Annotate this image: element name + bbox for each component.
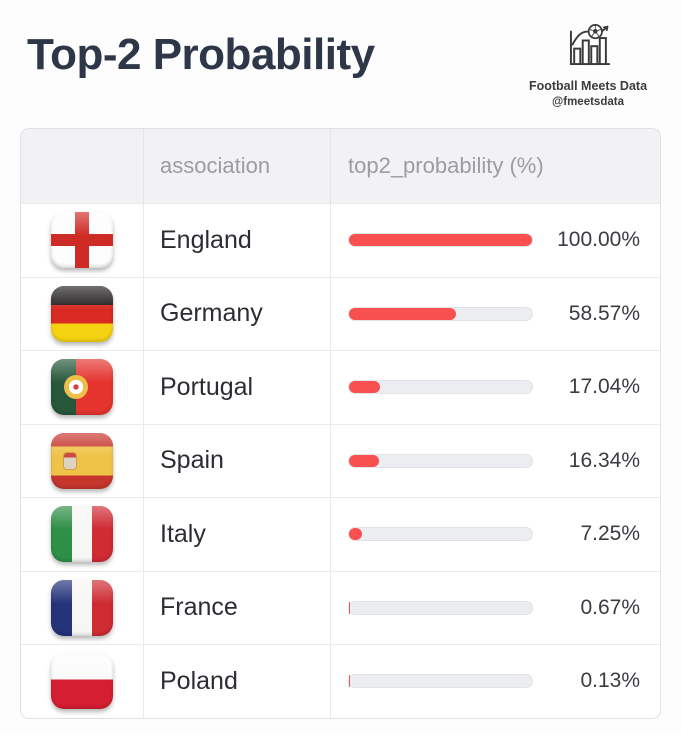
association-column-header: association xyxy=(160,153,271,178)
italy-flag-icon xyxy=(51,506,113,563)
brand-handle: @fmeetsdata xyxy=(552,95,624,108)
association-label: Italy xyxy=(160,519,206,548)
probability-bar-track xyxy=(348,600,533,615)
england-flag-icon xyxy=(51,212,113,269)
page-title: Top-2 Probability xyxy=(27,30,375,79)
france-flag-icon xyxy=(51,579,113,636)
portugal-flag-icon xyxy=(51,359,113,416)
association-label: Poland xyxy=(160,666,238,695)
table-row: Italy 7.25% xyxy=(21,497,660,571)
probability-value: 58.57% xyxy=(568,301,640,325)
spain-flag-icon xyxy=(51,432,113,489)
probability-bar-track xyxy=(348,453,533,468)
association-label: Spain xyxy=(160,446,224,475)
probability-bar-track xyxy=(348,674,533,689)
association-label: Portugal xyxy=(160,372,254,401)
probability-bar-track xyxy=(348,380,533,395)
probability-column-header: top2_probability (%) xyxy=(348,153,544,178)
brand-block: Football Meets Data @fmeetsdata xyxy=(513,22,663,110)
probability-bar-fill xyxy=(349,601,351,614)
association-label: England xyxy=(160,225,252,254)
probability-table: association top2_probability (%) England… xyxy=(20,128,661,719)
probability-bar-track xyxy=(348,233,533,248)
probability-value: 0.13% xyxy=(580,669,640,693)
probability-bar-track xyxy=(348,527,533,542)
probability-bar-fill xyxy=(349,234,532,247)
football-meets-data-logo-icon xyxy=(569,24,611,66)
germany-flag-icon xyxy=(51,285,113,342)
probability-bar-fill xyxy=(349,381,381,394)
probability-bar-track xyxy=(348,306,533,321)
probability-value: 0.67% xyxy=(580,595,640,619)
flag-column-header xyxy=(21,129,144,203)
table-row: Portugal 17.04% xyxy=(21,350,660,424)
poland-flag-icon xyxy=(51,653,113,710)
table-header-row: association top2_probability (%) xyxy=(21,129,660,203)
table-row: France 0.67% xyxy=(21,570,660,644)
probability-bar-fill xyxy=(349,528,363,541)
probability-value: 17.04% xyxy=(568,375,640,399)
probability-value: 16.34% xyxy=(568,448,640,472)
probability-bar-fill xyxy=(349,454,379,467)
table-row: England 100.00% xyxy=(21,203,660,277)
probability-value: 100.00% xyxy=(557,228,640,252)
probability-value: 7.25% xyxy=(580,522,640,546)
table-row: Spain 16.34% xyxy=(21,423,660,497)
table-row: Germany 58.57% xyxy=(21,276,660,350)
association-label: Germany xyxy=(160,299,263,328)
brand-name: Football Meets Data xyxy=(528,79,648,93)
table-row: Poland 0.13% xyxy=(21,644,660,718)
probability-bar-fill xyxy=(349,307,457,320)
association-label: France xyxy=(160,593,238,622)
